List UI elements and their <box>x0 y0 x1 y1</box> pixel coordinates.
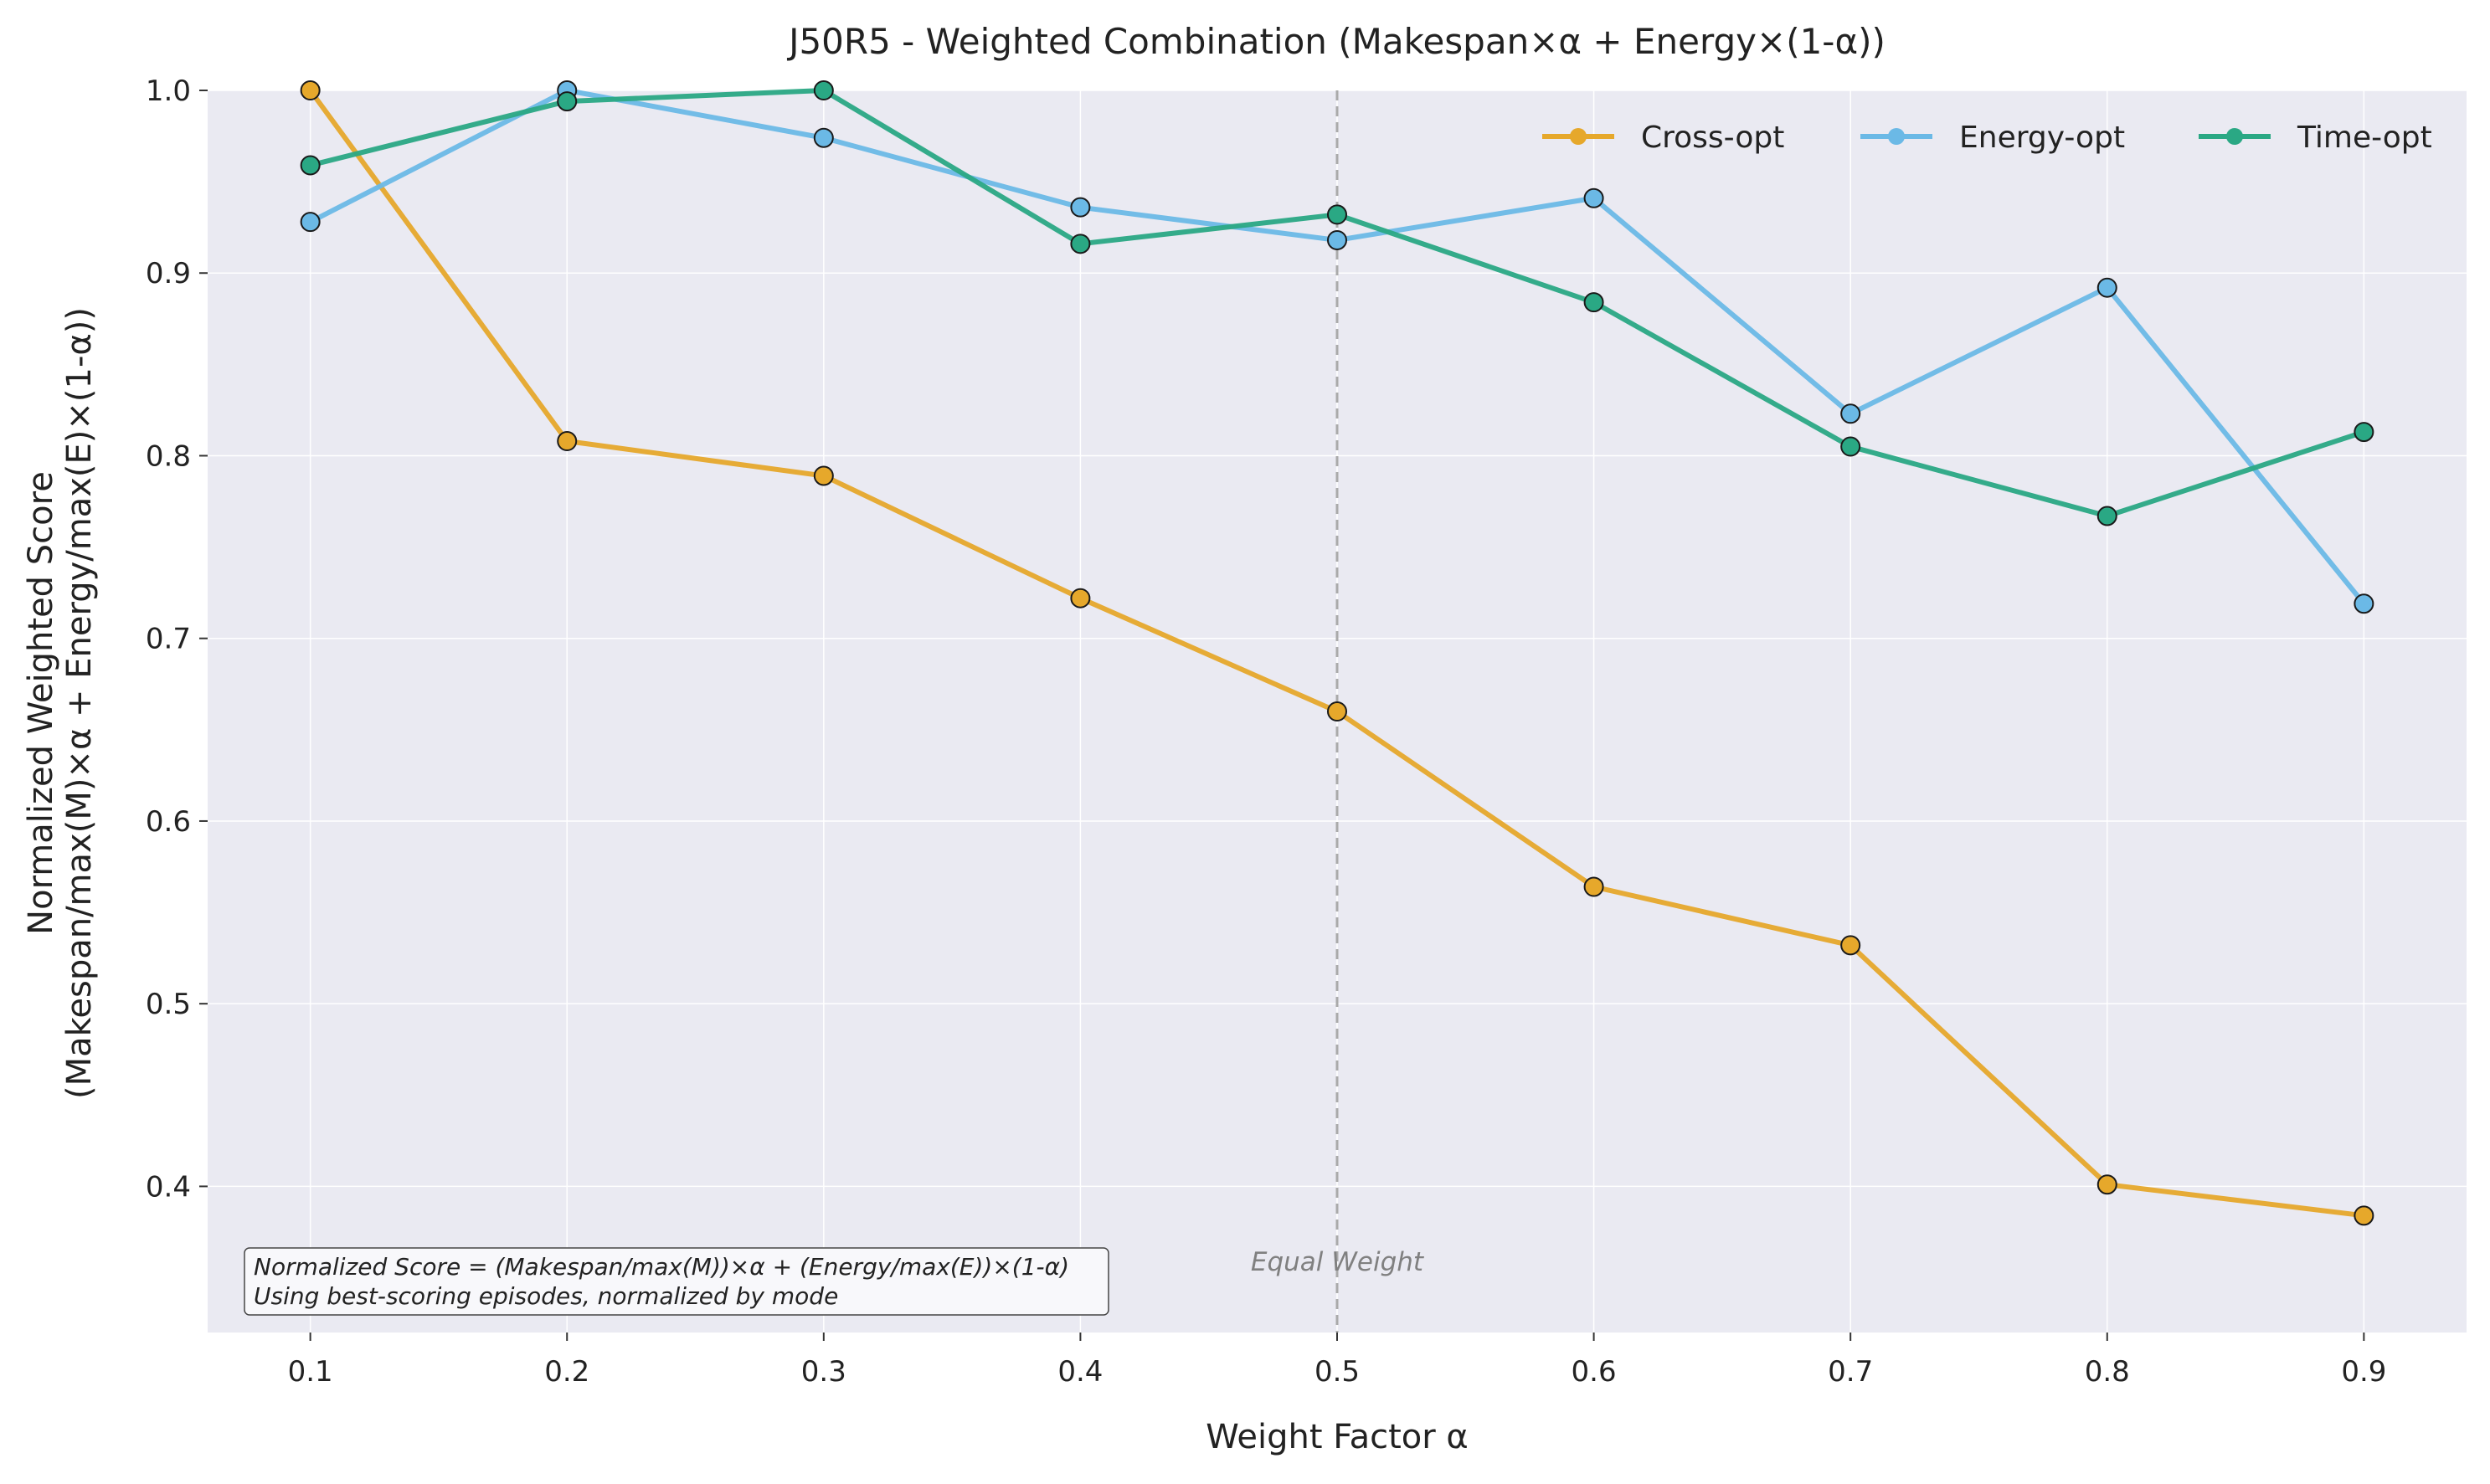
x-tick-label: 0.3 <box>801 1355 846 1389</box>
y-tick-label: 0.4 <box>146 1170 191 1204</box>
data-point-time-opt <box>1583 292 1604 313</box>
data-point-energy-opt <box>2096 277 2117 298</box>
legend-item-time-opt: Time-opt <box>2199 121 2432 155</box>
x-tick-label: 0.7 <box>1828 1355 1873 1389</box>
legend-label-time-opt: Time-opt <box>2297 121 2432 155</box>
data-point-time-opt <box>2354 422 2374 443</box>
data-point-time-opt <box>557 91 578 112</box>
data-point-cross-opt <box>2354 1205 2374 1226</box>
data-point-cross-opt <box>300 80 321 100</box>
legend: Cross-opt Energy-opt Time-opt <box>1542 121 2432 155</box>
data-point-time-opt <box>1070 234 1091 254</box>
data-point-time-opt <box>1840 436 1861 457</box>
x-tick-label: 0.9 <box>2341 1355 2386 1389</box>
x-axis-label: Weight Factor α <box>1206 1418 1469 1456</box>
data-point-energy-opt <box>1327 229 1347 250</box>
data-point-cross-opt <box>1327 701 1347 721</box>
data-point-time-opt <box>1327 204 1347 225</box>
series-layer <box>300 80 2374 1226</box>
legend-label-cross-opt: Cross-opt <box>1641 121 1784 155</box>
data-point-energy-opt <box>1070 197 1091 218</box>
formula-note: Normalized Score = (Makespan/max(M))×α +… <box>244 1247 1109 1316</box>
y-axis-label-line1: Normalized Weighted Score <box>22 471 60 935</box>
y-tick-label: 0.6 <box>146 805 191 839</box>
y-tick-label: 0.7 <box>146 623 191 656</box>
x-tick-label: 0.1 <box>288 1355 333 1389</box>
y-tick-label: 0.9 <box>146 257 191 290</box>
data-point-cross-opt <box>813 465 834 486</box>
data-point-energy-opt <box>1583 187 1604 208</box>
chart-title: J50R5 - Weighted Combination (Makespan×α… <box>786 21 1886 62</box>
equal-weight-annotation: Equal Weight <box>1251 1247 1425 1277</box>
legend-label-energy-opt: Energy-opt <box>1959 121 2125 155</box>
data-point-cross-opt <box>1840 935 1861 956</box>
legend-item-energy-opt: Energy-opt <box>1860 121 2125 155</box>
x-tick-label: 0.5 <box>1314 1355 1360 1389</box>
y-tick-label: 1.0 <box>146 74 191 108</box>
data-point-energy-opt <box>2354 593 2374 614</box>
x-tick-label: 0.8 <box>2085 1355 2130 1389</box>
x-tick-label: 0.2 <box>544 1355 589 1389</box>
legend-marker-time-opt <box>2226 128 2243 145</box>
data-point-time-opt <box>813 80 834 100</box>
legend-item-cross-opt: Cross-opt <box>1542 121 1784 155</box>
formula-note-line-2: Using best-scoring episodes, normalized … <box>254 1282 838 1310</box>
y-tick-label: 0.5 <box>146 988 191 1021</box>
y-tick-label: 0.8 <box>146 439 191 473</box>
data-point-cross-opt <box>1583 876 1604 897</box>
formula-note-box <box>244 1247 1109 1316</box>
data-point-time-opt <box>300 155 321 176</box>
data-point-energy-opt <box>813 127 834 148</box>
x-tick-label: 0.6 <box>1572 1355 1617 1389</box>
data-point-time-opt <box>2096 506 2117 526</box>
tick-layer: 0.1 0.2 0.3 0.4 0.5 0.6 0.7 0.8 0.9 0.4 0.5 0.6 0.7 0… <box>146 74 2386 1389</box>
formula-note-line-1: Normalized Score = (Makespan/max(M))×α +… <box>254 1253 1069 1281</box>
data-point-cross-opt <box>1070 588 1091 608</box>
data-point-cross-opt <box>2096 1174 2117 1195</box>
x-tick-label: 0.4 <box>1057 1355 1103 1389</box>
y-axis-label-line2: (Makespan/max(M)×α + Energy/max(E)×(1-α)… <box>60 307 99 1099</box>
data-point-energy-opt <box>300 212 321 233</box>
data-point-energy-opt <box>1840 403 1861 424</box>
data-point-cross-opt <box>557 431 578 452</box>
legend-marker-cross-opt <box>1570 128 1587 145</box>
legend-marker-energy-opt <box>1888 128 1905 145</box>
